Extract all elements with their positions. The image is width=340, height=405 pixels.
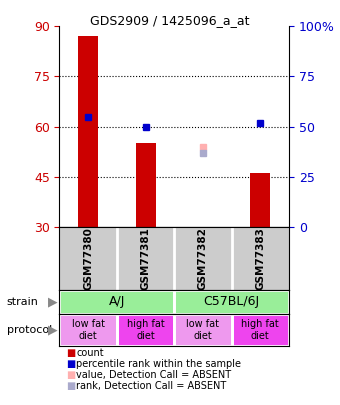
Text: high fat
diet: high fat diet [241,319,279,341]
Bar [117,314,174,346]
Bar [59,314,117,346]
Text: value, Detection Call = ABSENT: value, Detection Call = ABSENT [76,370,232,380]
Text: ■: ■ [66,359,75,369]
Text: low fat
diet: low fat diet [186,319,219,341]
Text: C57BL/6J: C57BL/6J [204,295,260,308]
Text: ■: ■ [66,381,75,391]
Text: ■: ■ [66,370,75,380]
Bar [174,290,289,314]
Text: low fat
diet: low fat diet [72,319,105,341]
Text: count: count [76,348,104,358]
Text: GSM77380: GSM77380 [83,227,93,290]
Bar [136,143,156,227]
Text: rank, Detection Call = ABSENT: rank, Detection Call = ABSENT [76,381,227,391]
Bar [59,290,174,314]
Text: GSM77381: GSM77381 [140,227,151,290]
Bar [250,173,270,227]
Text: protocol: protocol [7,325,52,335]
Text: GSM77382: GSM77382 [198,227,208,290]
Bar [174,314,232,346]
Text: GSM77383: GSM77383 [255,227,265,290]
Text: ▶: ▶ [48,295,57,308]
Text: A/J: A/J [109,295,125,308]
Text: strain: strain [7,297,39,307]
Bar [232,314,289,346]
Text: percentile rank within the sample: percentile rank within the sample [76,359,241,369]
Text: GDS2909 / 1425096_a_at: GDS2909 / 1425096_a_at [90,14,250,27]
Text: ▶: ▶ [48,324,57,337]
Text: ■: ■ [66,348,75,358]
Text: high fat
diet: high fat diet [127,319,165,341]
Bar [78,36,98,227]
